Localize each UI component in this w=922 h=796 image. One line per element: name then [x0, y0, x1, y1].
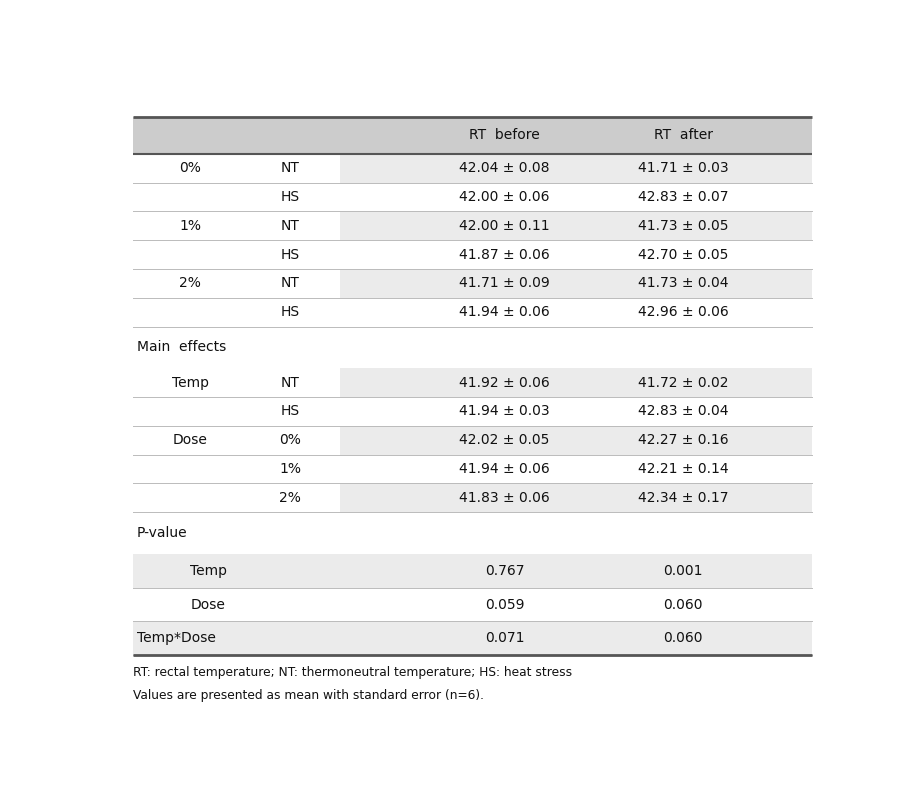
Bar [133, 397, 340, 426]
Text: 0.001: 0.001 [664, 564, 703, 578]
Text: Temp: Temp [171, 376, 208, 390]
Text: HS: HS [281, 190, 300, 204]
Text: Values are presented as mean with standard error (n=6).: Values are presented as mean with standa… [133, 689, 484, 702]
Text: 41.92 ± 0.06: 41.92 ± 0.06 [459, 376, 550, 390]
Bar [340, 182, 812, 212]
Text: 41.94 ± 0.06: 41.94 ± 0.06 [459, 462, 550, 476]
Text: 0.071: 0.071 [485, 631, 525, 646]
Text: HS: HS [281, 248, 300, 262]
Text: 42.00 ± 0.06: 42.00 ± 0.06 [459, 190, 550, 204]
Text: 0%: 0% [279, 433, 301, 447]
Bar [340, 212, 812, 240]
Text: 1%: 1% [179, 219, 201, 232]
Text: 42.21 ± 0.14: 42.21 ± 0.14 [638, 462, 728, 476]
Text: HS: HS [281, 404, 300, 419]
Text: 41.73 ± 0.04: 41.73 ± 0.04 [638, 276, 728, 291]
Text: Temp: Temp [190, 564, 228, 578]
Bar [340, 240, 812, 269]
Text: 0.060: 0.060 [664, 598, 703, 611]
Text: 0.059: 0.059 [485, 598, 525, 611]
Text: NT: NT [281, 219, 300, 232]
Text: NT: NT [281, 276, 300, 291]
Text: 42.27 ± 0.16: 42.27 ± 0.16 [638, 433, 728, 447]
Text: 42.34 ± 0.17: 42.34 ± 0.17 [638, 491, 728, 505]
Bar [133, 117, 812, 154]
Text: 41.71 ± 0.09: 41.71 ± 0.09 [459, 276, 550, 291]
Bar [133, 483, 340, 513]
Text: 41.72 ± 0.02: 41.72 ± 0.02 [638, 376, 728, 390]
Bar [133, 554, 812, 587]
Bar [133, 269, 340, 298]
Text: 41.94 ± 0.06: 41.94 ± 0.06 [459, 305, 550, 319]
Text: 42.96 ± 0.06: 42.96 ± 0.06 [638, 305, 728, 319]
Text: NT: NT [281, 376, 300, 390]
Text: 0%: 0% [180, 161, 201, 175]
Text: Dose: Dose [172, 433, 207, 447]
Bar [133, 212, 340, 240]
Text: Dose: Dose [190, 598, 225, 611]
Text: RT  before: RT before [469, 128, 540, 142]
Bar [133, 455, 340, 483]
Text: 42.04 ± 0.08: 42.04 ± 0.08 [459, 161, 550, 175]
Text: 41.83 ± 0.06: 41.83 ± 0.06 [459, 491, 550, 505]
Bar [133, 513, 812, 554]
Text: Temp*Dose: Temp*Dose [136, 631, 216, 646]
Bar [340, 369, 812, 397]
Bar [340, 397, 812, 426]
Bar [133, 240, 340, 269]
Bar [340, 426, 812, 455]
Bar [133, 326, 812, 369]
Bar [340, 269, 812, 298]
Text: Main  effects: Main effects [136, 341, 226, 354]
Bar [133, 426, 340, 455]
Text: 0.767: 0.767 [485, 564, 525, 578]
Text: HS: HS [281, 305, 300, 319]
Text: 2%: 2% [279, 491, 301, 505]
Text: 41.73 ± 0.05: 41.73 ± 0.05 [638, 219, 728, 232]
Text: 42.00 ± 0.11: 42.00 ± 0.11 [459, 219, 550, 232]
Bar [133, 154, 340, 182]
Text: RT  after: RT after [654, 128, 713, 142]
Text: RT: rectal temperature; NT: thermoneutral temperature; HS: heat stress: RT: rectal temperature; NT: thermoneutra… [133, 666, 573, 679]
Bar [340, 298, 812, 326]
Bar [340, 455, 812, 483]
Bar [133, 587, 812, 622]
Text: 41.94 ± 0.03: 41.94 ± 0.03 [459, 404, 550, 419]
Text: 41.87 ± 0.06: 41.87 ± 0.06 [459, 248, 550, 262]
Text: P-value: P-value [136, 526, 187, 540]
Bar [133, 182, 340, 212]
Text: 0.060: 0.060 [664, 631, 703, 646]
Text: 41.71 ± 0.03: 41.71 ± 0.03 [638, 161, 728, 175]
Text: 42.83 ± 0.07: 42.83 ± 0.07 [638, 190, 728, 204]
Bar [133, 369, 340, 397]
Bar [133, 298, 340, 326]
Text: NT: NT [281, 161, 300, 175]
Text: 42.02 ± 0.05: 42.02 ± 0.05 [459, 433, 550, 447]
Text: 1%: 1% [279, 462, 301, 476]
Text: 2%: 2% [180, 276, 201, 291]
Bar [340, 154, 812, 182]
Text: 42.83 ± 0.04: 42.83 ± 0.04 [638, 404, 728, 419]
Bar [133, 622, 812, 655]
Text: 42.70 ± 0.05: 42.70 ± 0.05 [638, 248, 728, 262]
Bar [340, 483, 812, 513]
